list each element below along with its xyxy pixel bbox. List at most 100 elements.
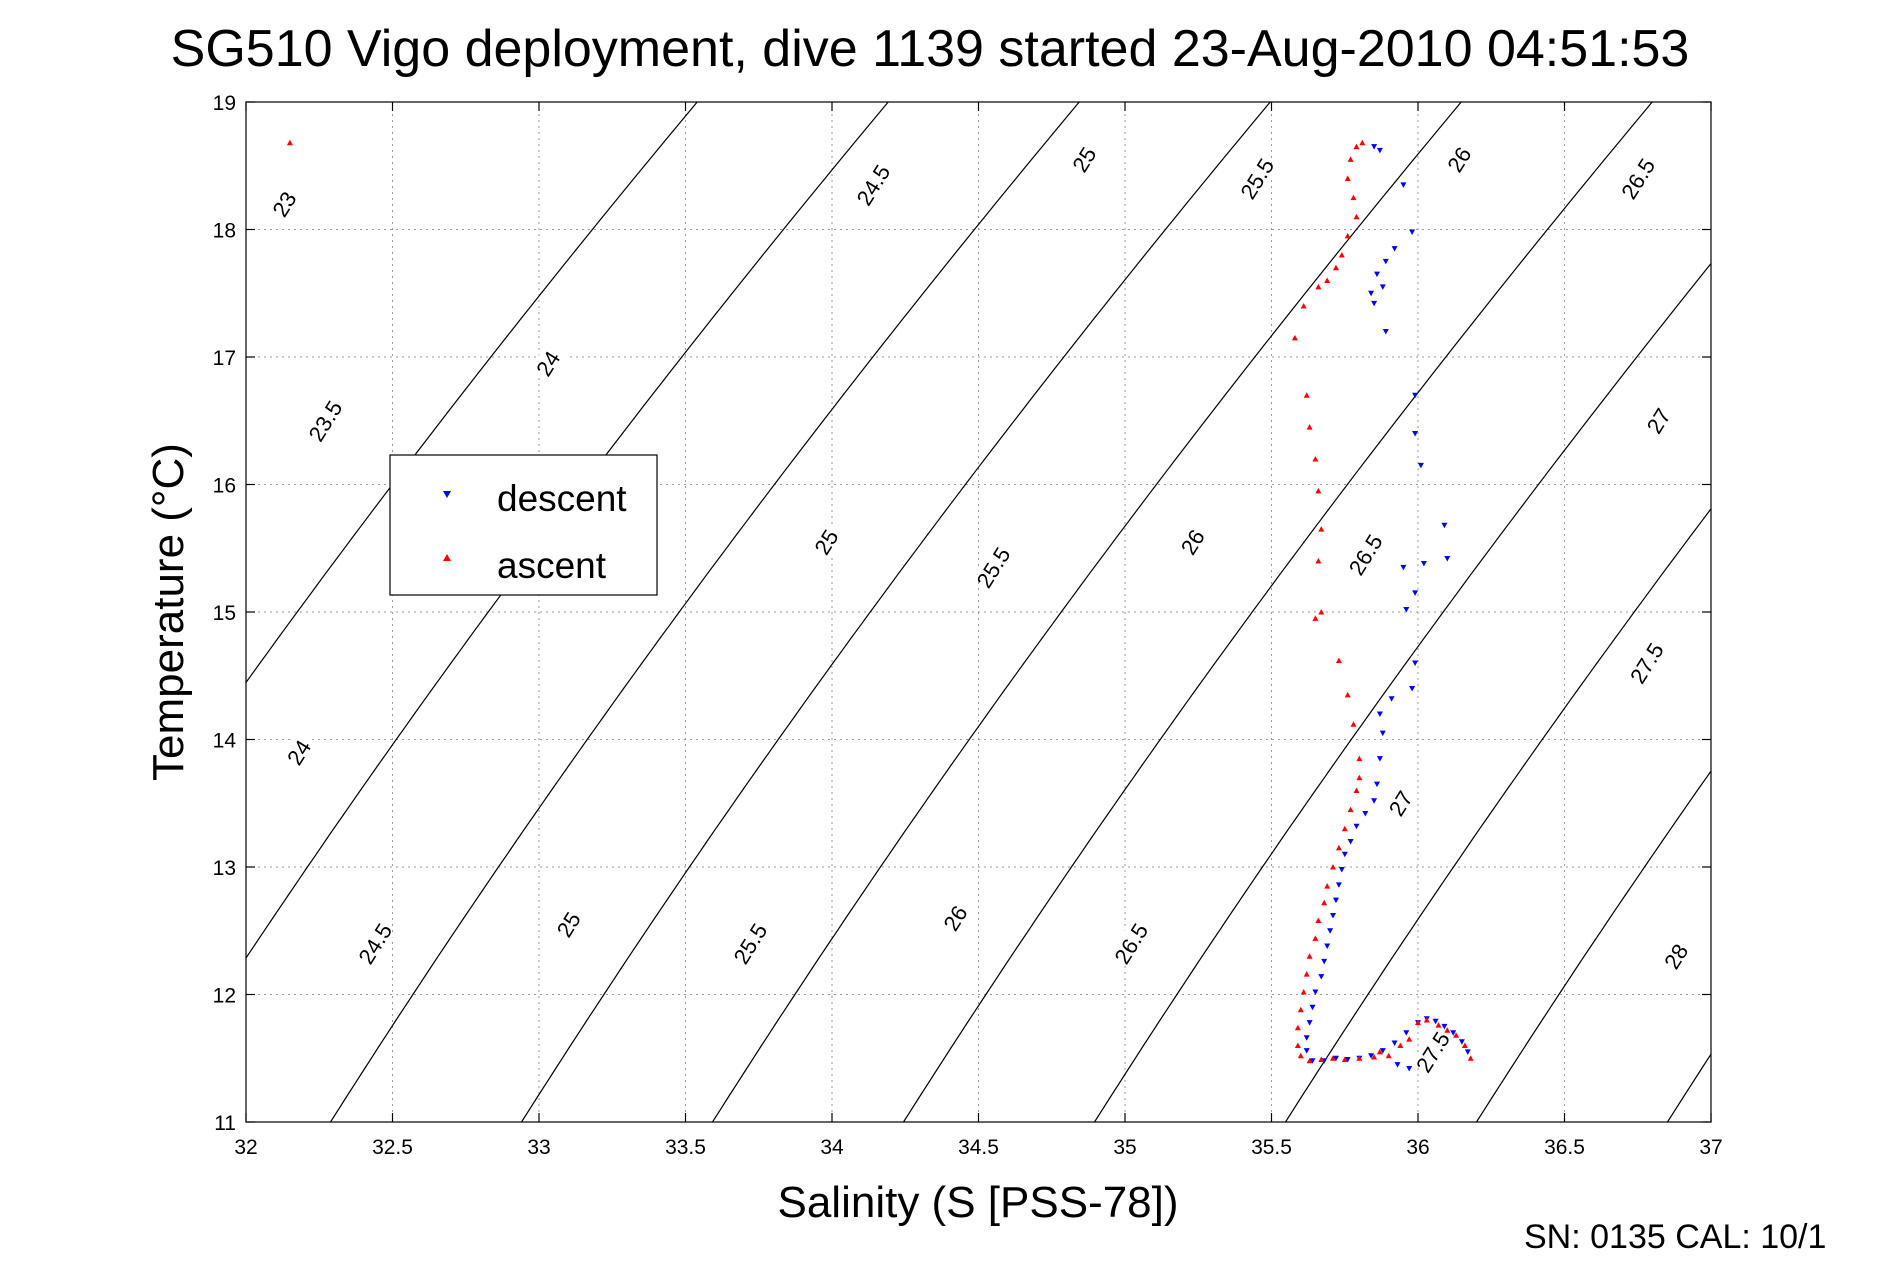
descent-point [1444, 556, 1451, 562]
descent-point [1309, 1058, 1316, 1064]
contour-label-bg [731, 923, 769, 964]
contour-label-text: 28 [1659, 939, 1693, 973]
density-contour-label: 26.5 [1616, 154, 1660, 204]
descent-point [1403, 1030, 1410, 1036]
descent-point [1376, 711, 1383, 717]
ascent-point [1315, 283, 1322, 290]
density-contour-label: 26.5 [1344, 530, 1388, 580]
contour-label-text: 26.5 [1344, 530, 1388, 580]
ascent-point [1347, 806, 1354, 813]
ascent-point [1306, 953, 1313, 959]
contour-label-bg [807, 521, 845, 562]
descent-point [1368, 290, 1375, 297]
density-contour-label: 25.5 [972, 543, 1016, 593]
descent-point [1376, 756, 1383, 762]
descent-point [1371, 300, 1378, 307]
descent-point [1409, 686, 1416, 692]
legend: descent ascent [389, 454, 658, 596]
descent-point [1412, 660, 1419, 666]
ascent-point [1330, 864, 1336, 870]
x-tick-label: 35 [1113, 1136, 1136, 1159]
descent-point [1341, 851, 1348, 858]
ascent-point [1315, 487, 1322, 494]
descent-point [1441, 1023, 1448, 1030]
density-contour-labels: 23 23.5 24 24 24.5 24.5 25 25 25 25.5 25.5 25.5 26 26… [265, 139, 1695, 1077]
contour-label-text: 25 [1067, 143, 1101, 177]
ascent-point [1330, 1055, 1336, 1061]
density-contour-label: 26 [936, 898, 974, 938]
contour-label-bg [280, 732, 318, 773]
series-ascent [286, 139, 1474, 1064]
contour-label-bg [974, 547, 1012, 588]
ascent-point [1306, 1057, 1313, 1064]
ascent-point [1300, 303, 1307, 309]
legend-box [389, 454, 658, 596]
descent-point [1432, 1018, 1439, 1025]
ascent-point [1344, 175, 1351, 181]
descent-point [1382, 258, 1389, 265]
contour-label-bg [549, 904, 587, 945]
descent-point [1391, 1040, 1398, 1046]
x-tick-label: 37 [1699, 1136, 1722, 1159]
legend-marker-descent [443, 491, 451, 498]
ascent-point [1353, 213, 1360, 220]
descent-point [1417, 462, 1424, 469]
contour-label-text: 27.5 [1625, 638, 1669, 688]
x-tick-label: 34.5 [958, 1136, 999, 1159]
density-contour-line [902, 102, 1653, 1122]
descent-point [1333, 1055, 1339, 1062]
data-series [286, 139, 1474, 1072]
serial-calibration-footer: SN: 0135 CAL: 10/1 [1524, 1218, 1826, 1256]
density-contour-label: 24 [529, 343, 567, 384]
density-contour-label: 24.5 [353, 919, 397, 969]
x-tick-label: 32 [234, 1136, 257, 1159]
density-contour-label: 23 [265, 184, 303, 224]
descent-point [1312, 989, 1319, 995]
descent-point [1379, 730, 1386, 737]
density-contour-label: 27.5 [1625, 638, 1669, 688]
contour-label-bg [356, 923, 394, 964]
descent-point [1391, 246, 1398, 252]
y-tick-label: 16 [213, 475, 236, 498]
contour-label-bg [1112, 923, 1150, 964]
density-contour-line [711, 102, 1462, 1122]
contour-label-bg [1619, 158, 1657, 199]
ascent-point [1303, 971, 1310, 977]
density-contour-label: 27 [1381, 783, 1420, 824]
descent-point [1330, 913, 1336, 919]
descent-point [1344, 1057, 1351, 1063]
contour-label-bg [529, 343, 567, 384]
ascent-point [1350, 721, 1357, 727]
ascent-point [1350, 194, 1357, 201]
descent-point [1406, 1066, 1413, 1072]
ascent-point [1335, 844, 1342, 851]
ascent-point [1453, 1032, 1460, 1038]
descent-point [1400, 182, 1407, 188]
descent-point [1412, 392, 1419, 399]
density-contour-label: 25.5 [1235, 154, 1279, 204]
x-tick-label: 34 [820, 1136, 844, 1159]
ascent-point [1318, 609, 1325, 615]
legend-marker-ascent [443, 554, 451, 561]
density-contour-label: 24 [280, 732, 318, 773]
contour-label-text: 24.5 [851, 160, 895, 210]
density-contour-line [520, 102, 1271, 1122]
ascent-point [1435, 1022, 1442, 1028]
ascent-point [1397, 1042, 1404, 1048]
ascent-point [1353, 143, 1360, 150]
contour-label-bg [1413, 1031, 1452, 1072]
ascent-point [1461, 1042, 1468, 1048]
density-contour-line [1859, 102, 1891, 1122]
contour-label-text: 24 [282, 736, 316, 770]
ascent-point [1338, 252, 1345, 258]
y-axis-label: Temperature (°C) [144, 443, 193, 781]
ascent-point [1371, 1054, 1378, 1060]
descent-point [1420, 561, 1427, 567]
contour-label-text: 24.5 [353, 919, 397, 969]
contour-label-text: 24 [531, 347, 565, 381]
ascent-point [1306, 424, 1313, 430]
ascent-point [1415, 1019, 1421, 1026]
contour-label-text: 25 [552, 908, 586, 942]
x-axis-label: Salinity (S [PSS-78]) [777, 1178, 1178, 1227]
ascent-point [1335, 657, 1342, 663]
